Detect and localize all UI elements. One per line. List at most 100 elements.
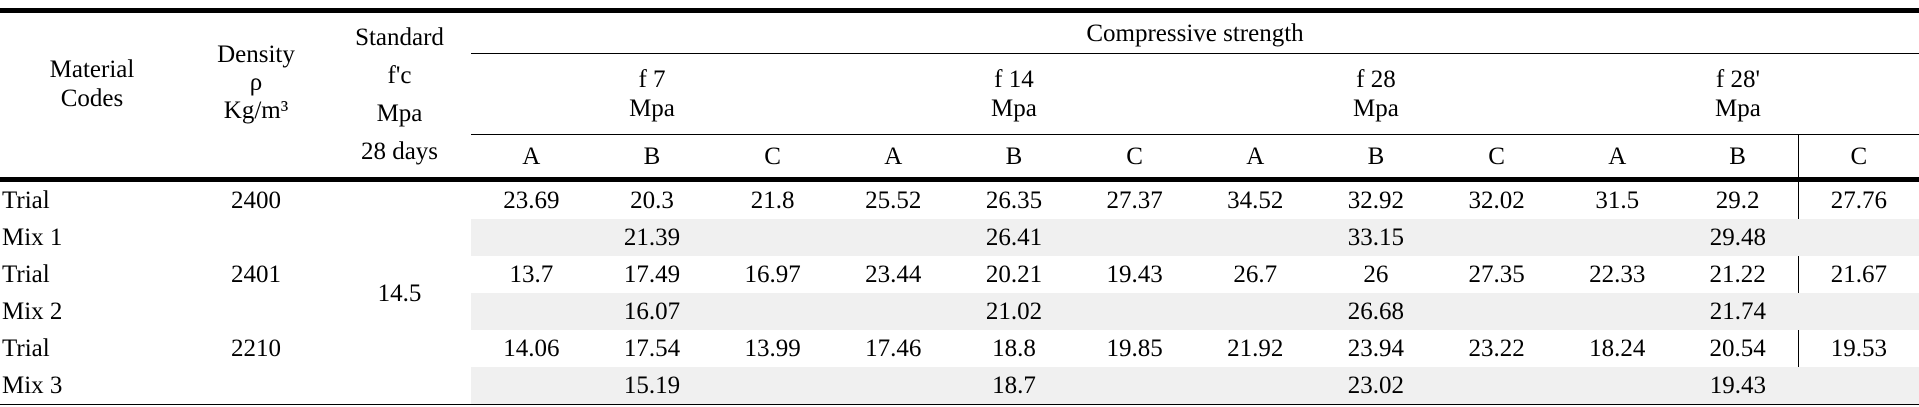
group-unit: Mpa	[1353, 95, 1399, 122]
empty-cell	[184, 219, 328, 256]
subcolumn-header: C	[712, 134, 833, 182]
subcolumn-header: A	[471, 134, 592, 182]
header-line: Codes	[60, 85, 124, 112]
strength-value: 14.06	[503, 335, 560, 362]
group-header: f 28 Mpa	[1194, 53, 1557, 135]
strength-value: 23.44	[865, 261, 922, 288]
strength-value: 23.69	[503, 187, 560, 214]
empty-cell	[832, 219, 954, 256]
average-value: 19.43	[1677, 367, 1799, 405]
table-row: Trial 2401 13.7 17.49 16.97 23.44 20.21 19.43 26…	[0, 256, 1919, 293]
group-name: f 28	[1356, 66, 1396, 93]
average-value: 21.39	[591, 219, 713, 256]
subcolumn-header: C	[1436, 134, 1557, 182]
empty-cell	[1436, 293, 1557, 330]
group-name: f 7	[638, 66, 666, 93]
group-unit: Mpa	[1715, 95, 1761, 122]
table-row: Mix 2 16.07 21.02 26.68 21.74	[0, 293, 1919, 330]
table-row: Trial 2210 14.06 17.54 13.99 17.46 18.8 19.85 21…	[0, 330, 1919, 367]
material-code: Mix 2	[2, 298, 63, 325]
empty-cell	[471, 219, 592, 256]
empty-cell	[1074, 293, 1195, 330]
strength-value: 27.76	[1797, 179, 1919, 219]
empty-cell	[832, 293, 954, 330]
strength-value: 18.8	[992, 335, 1036, 362]
strength-value: 21.67	[1797, 256, 1919, 293]
material-code: Trial	[2, 187, 50, 214]
subcolumn-header: A	[1556, 134, 1678, 182]
empty-cell	[1556, 367, 1678, 405]
table-row: Material Codes Density ρ Kg/m³ Standard f'c Mpa…	[0, 10, 1919, 182]
strength-value: 20.54	[1709, 335, 1766, 362]
header-line: Mpa	[376, 100, 423, 127]
group-unit: Mpa	[991, 95, 1037, 122]
group-name: f 28'	[1715, 66, 1760, 93]
strength-value: 17.46	[865, 335, 922, 362]
strength-value: 21.8	[750, 187, 795, 214]
strength-value: 21.92	[1227, 335, 1284, 362]
empty-cell	[471, 293, 592, 330]
group-name: f 14	[994, 66, 1034, 93]
material-codes-header: Material Codes	[0, 10, 184, 182]
empty-cell	[471, 367, 592, 405]
empty-cell	[184, 293, 328, 330]
standard-header: Standard f'c Mpa 28 days	[328, 10, 471, 182]
group-header: f 14 Mpa	[832, 53, 1195, 135]
header-line: ρ	[249, 69, 263, 96]
material-code: Trial	[2, 261, 50, 288]
header-line: Standard	[355, 24, 444, 51]
subcolumn-header: B	[953, 134, 1075, 182]
subcolumn-header: B	[591, 134, 713, 182]
strength-table: Material Codes Density ρ Kg/m³ Standard f'c Mpa…	[0, 8, 1919, 405]
group-unit: Mpa	[629, 95, 675, 122]
table-row: Trial 2400 14.5 23.69 20.3 21.8 25.52 26.35 27.3…	[0, 179, 1919, 405]
empty-cell	[1194, 219, 1316, 256]
group-header: f 28' Mpa	[1556, 53, 1919, 135]
subcolumn-header: A	[832, 134, 954, 182]
strength-value: 32.02	[1468, 187, 1525, 214]
strength-value: 26.7	[1233, 261, 1278, 288]
subcolumn-header: C	[1074, 134, 1195, 182]
header-line: f'c	[387, 62, 412, 89]
empty-cell	[712, 219, 833, 256]
strength-value: 20.21	[985, 261, 1043, 288]
empty-cell	[1798, 293, 1919, 330]
density: 2400	[231, 187, 281, 214]
subcolumn-header: C	[1797, 134, 1919, 182]
average-value: 29.48	[1677, 219, 1799, 256]
density: 2210	[231, 335, 281, 362]
empty-cell	[1556, 293, 1678, 330]
strength-value: 16.97	[744, 261, 801, 288]
header-line: Density	[217, 41, 295, 68]
strength-value: 22.33	[1589, 261, 1646, 288]
empty-cell	[832, 367, 954, 405]
average-value: 26.68	[1315, 293, 1437, 330]
empty-cell	[1556, 219, 1678, 256]
empty-cell	[1194, 367, 1316, 405]
material-code: Mix 3	[0, 367, 184, 405]
average-value: 21.02	[953, 293, 1075, 330]
strength-value: 19.85	[1106, 335, 1163, 362]
strength-value: 20.3	[630, 187, 674, 214]
strength-value: 23.94	[1347, 335, 1405, 362]
empty-cell	[1074, 219, 1195, 256]
average-value: 21.74	[1677, 293, 1799, 330]
table-row: Mix 1 21.39 26.41 33.15 29.48	[0, 219, 1919, 256]
strength-value: 17.54	[623, 335, 681, 362]
strength-value: 29.2	[1715, 187, 1760, 214]
empty-cell	[1074, 367, 1195, 405]
table-row: f 7 Mpa f 14 Mpa f 28 Mpa f 28' Mpa	[0, 53, 1919, 135]
strength-value: 23.22	[1468, 335, 1525, 362]
table-row: Mix 3 15.19 18.7 23.02 19.43	[0, 367, 1919, 405]
standard-value: 14.5	[328, 179, 471, 405]
average-value: 23.02	[1315, 367, 1437, 405]
strength-value: 27.35	[1468, 261, 1525, 288]
strength-value: 18.24	[1589, 335, 1646, 362]
strength-value: 31.5	[1595, 187, 1640, 214]
strength-value: 32.92	[1347, 187, 1405, 214]
header-line: Kg/m³	[223, 97, 289, 124]
average-value: 15.19	[591, 367, 713, 405]
empty-cell	[1798, 367, 1919, 405]
